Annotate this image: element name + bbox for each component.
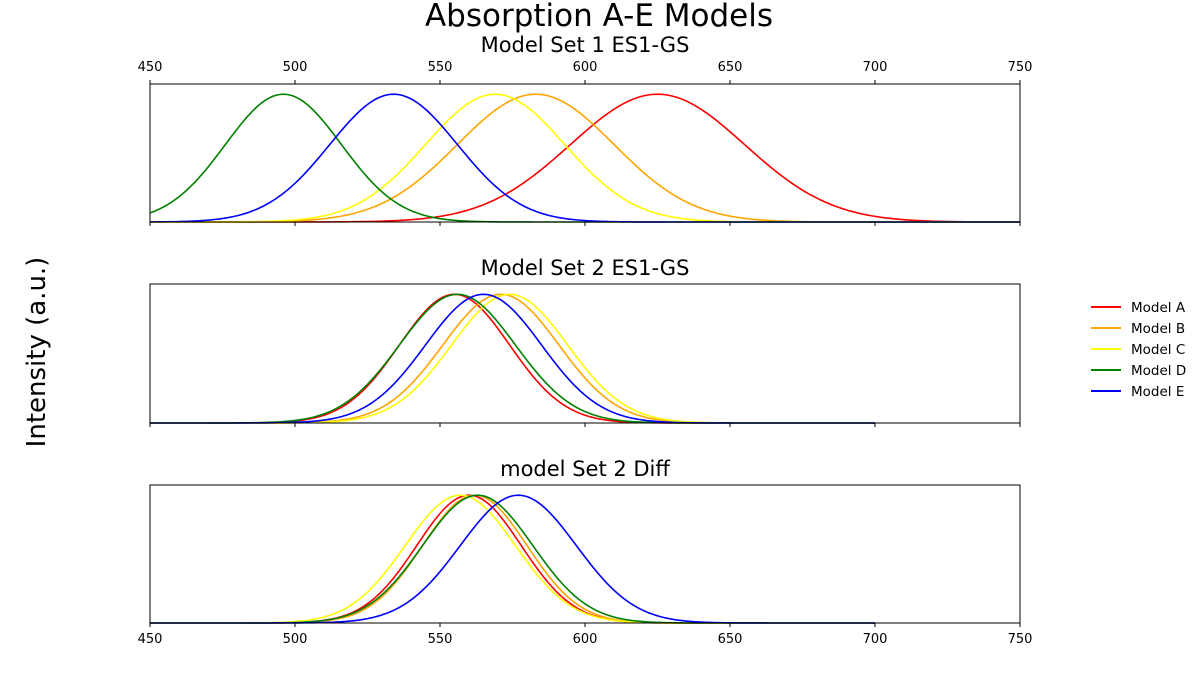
panel-2: Model Set 2 ES1-GS xyxy=(149,256,1021,427)
series-line-model-e xyxy=(150,494,875,624)
legend-label: Model C xyxy=(1131,342,1185,358)
series-line-model-b xyxy=(150,293,875,424)
figure-title: Absorption A-E Models xyxy=(425,0,773,34)
legend-item-model-a: Model A xyxy=(1091,300,1186,316)
x-tick-label: 500 xyxy=(283,632,308,647)
legend: Model A Model B Model C Model D Model E xyxy=(1091,300,1186,400)
series-line-model-d xyxy=(150,293,875,424)
series-line-model-e xyxy=(150,293,875,424)
y-axis-label: Intensity (a.u.) xyxy=(22,257,52,448)
panel-title: model Set 2 Diff xyxy=(500,457,670,481)
series-line-model-a xyxy=(150,494,875,624)
x-tick-label-top: 750 xyxy=(1008,60,1033,75)
panel-title: Model Set 1 ES1-GS xyxy=(481,33,690,57)
series-line-model-a xyxy=(150,293,875,424)
legend-label: Model E xyxy=(1131,384,1184,400)
panel-1: Model Set 1 ES1-GS 450 500 550 600 650 700 750 xyxy=(138,33,1033,226)
legend-item-model-d: Model D xyxy=(1091,363,1186,379)
series-line-model-c xyxy=(150,293,875,424)
legend-label: Model D xyxy=(1131,363,1186,379)
x-tick-label: 450 xyxy=(138,632,163,647)
x-tick-label-top: 650 xyxy=(718,60,743,75)
axes-frame xyxy=(149,484,1021,624)
x-tick-label: 750 xyxy=(1008,632,1033,647)
series-line-model-b xyxy=(150,494,875,624)
series-line-model-a xyxy=(150,93,1020,223)
series-line-model-e xyxy=(149,93,1020,223)
legend-label: Model B xyxy=(1131,321,1185,337)
series-line-model-c xyxy=(150,93,1020,223)
axes-frame xyxy=(149,83,1021,223)
x-tick-label-top: 700 xyxy=(863,60,888,75)
x-tick-label: 550 xyxy=(428,632,453,647)
series-line-model-c xyxy=(150,494,875,624)
x-tick-label: 700 xyxy=(863,632,888,647)
x-tick-label-top: 500 xyxy=(283,60,308,75)
x-tick-label: 600 xyxy=(573,632,598,647)
panel-3: model Set 2 Diff 450 500 550 600 650 700 750 xyxy=(138,457,1033,647)
x-tick-label-top: 550 xyxy=(428,60,453,75)
legend-item-model-b: Model B xyxy=(1091,321,1185,337)
x-tick-label-top: 450 xyxy=(138,60,163,75)
legend-item-model-e: Model E xyxy=(1091,384,1184,400)
x-tick-label-top: 600 xyxy=(573,60,598,75)
series-line-model-d xyxy=(150,494,875,624)
panel-title: Model Set 2 ES1-GS xyxy=(481,256,690,280)
x-tick-label: 650 xyxy=(718,632,743,647)
legend-label: Model A xyxy=(1131,300,1186,316)
series-line-model-d xyxy=(149,93,1020,223)
series-line-model-b xyxy=(150,93,1020,223)
axes-frame xyxy=(149,283,1021,424)
legend-item-model-c: Model C xyxy=(1091,342,1185,358)
